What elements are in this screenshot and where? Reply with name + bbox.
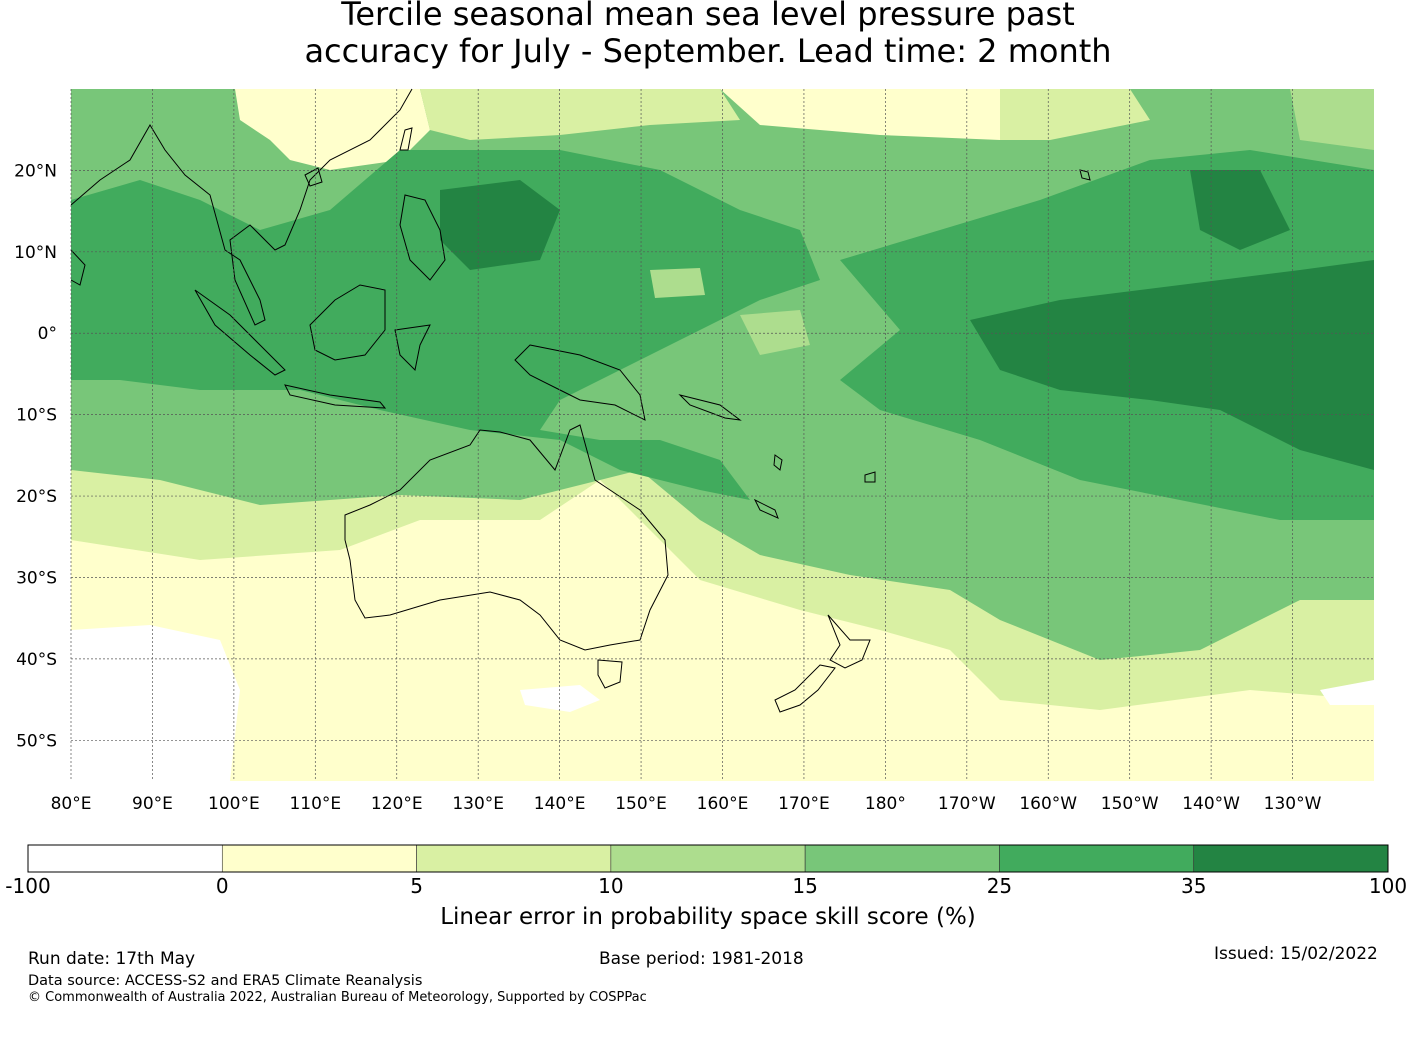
colorbar-tick-labels: -100 0 5 10 15 25 35 100: [5, 874, 1407, 898]
latitude-tick-label: 10°N: [14, 243, 57, 263]
tasmania-outline: [597, 659, 623, 689]
field-nc-low: [720, 89, 1050, 140]
longitude-tick-label: 170°W: [938, 794, 996, 814]
australia-outline: [344, 424, 669, 651]
longitude-tick-label: 100°E: [208, 794, 260, 814]
longitude-tick-label: 180°: [865, 794, 906, 814]
java-outline: [284, 384, 387, 409]
base-period: Base period: 1981-2018: [599, 949, 804, 969]
latitude-tick-label: 10°S: [16, 406, 57, 426]
run-date: Run date: 17th May: [28, 949, 196, 969]
fiji-outline: [864, 471, 876, 483]
longitude-tick-label: 120°E: [371, 794, 423, 814]
latitude-tick-label: 30°S: [16, 568, 57, 588]
latitude-tick-label: 40°S: [16, 650, 57, 670]
latitude-tick-label: 20°N: [14, 161, 57, 181]
field-c-patch-2: [650, 268, 705, 298]
longitude-tick-label: 130°E: [452, 794, 504, 814]
skill-score-map: 80°E 90°E 100°E 110°E 120°E 130°E 140°E 150°E 16…: [5, 88, 1407, 898]
longitude-tick-label: 130°W: [1264, 794, 1322, 814]
longitude-labels: 80°E 90°E 100°E 110°E 120°E 130°E 140°E 150°E 16…: [51, 794, 1322, 814]
vanuatu-outline: [773, 454, 783, 471]
asia-mainland-outline: [70, 88, 413, 326]
chart-title-line-1: Tercile seasonal mean sea level pressure…: [341, 0, 1075, 33]
chart-title-line-2: accuracy for July - September. Lead time…: [304, 32, 1112, 70]
field-negative-3: [1320, 680, 1374, 705]
colorbar-segment: [999, 844, 1195, 873]
new-guinea-outline: [514, 344, 646, 421]
colorbar-segment: [221, 844, 417, 873]
issued-date: Issued: 15/02/2022: [1214, 944, 1378, 964]
colorbar: [27, 844, 1389, 873]
colorbar-tick-label: 35: [1181, 874, 1206, 898]
colorbar-tick-label: 5: [410, 874, 423, 898]
colorbar-tick-label: 25: [987, 874, 1012, 898]
hainan-outline: [304, 167, 323, 187]
field-negative-2: [520, 685, 600, 712]
hawaii-outline: [1079, 169, 1091, 181]
colorbar-segment: [1193, 844, 1389, 873]
solomon-islands-outline: [678, 394, 742, 421]
longitude-tick-label: 90°E: [132, 794, 173, 814]
longitude-tick-label: 140°E: [534, 794, 586, 814]
field-n-low: [420, 89, 740, 140]
sumatra-outline: [194, 289, 286, 376]
latitude-tick-label: 50°S: [16, 731, 57, 751]
colorbar-tick-label: 0: [216, 874, 229, 898]
longitude-tick-label: 140°W: [1182, 794, 1240, 814]
field-c-higher: [71, 150, 820, 500]
borneo-outline: [309, 284, 386, 361]
graticule: [70, 89, 1374, 781]
colorbar-segment: [804, 844, 1000, 873]
longitude-tick-label: 80°E: [51, 794, 92, 814]
colorbar-segment: [416, 844, 612, 873]
longitude-tick-label: 110°E: [289, 794, 341, 814]
field-e-highest: [970, 260, 1374, 470]
colorbar-label: Linear error in probability space skill …: [440, 904, 976, 930]
sulawesi-outline: [394, 324, 431, 372]
india-tip-outline: [70, 249, 86, 286]
colorbar-tick-label: 100: [1369, 874, 1407, 898]
field-nc-low-2: [1000, 89, 1150, 140]
new-zealand-north-outline: [827, 614, 871, 669]
longitude-tick-label: 160°E: [697, 794, 749, 814]
latitude-tick-label: 0°: [38, 324, 57, 344]
colorbar-frame: [27, 844, 1389, 873]
field-negative: [71, 625, 240, 781]
longitude-tick-label: 160°W: [1019, 794, 1077, 814]
colorbar-segment: [610, 844, 806, 873]
colorbar-segment: [27, 844, 223, 873]
field-c-patch: [740, 310, 810, 355]
field-nw-low: [235, 89, 430, 170]
latitude-labels: 20°N 10°N 0° 10°S 20°S 30°S 40°S 50°S: [14, 161, 57, 751]
longitude-tick-label: 150°W: [1101, 794, 1159, 814]
new-zealand-south-outline: [774, 664, 836, 713]
coastlines: [70, 88, 1091, 713]
field-c-highest: [440, 180, 560, 270]
data-source: Data source: ACCESS-S2 and ERA5 Climate …: [28, 973, 423, 989]
colorbar-tick-label: 10: [598, 874, 623, 898]
latitude-tick-label: 20°S: [16, 487, 57, 507]
colorbar-tick-label: -100: [5, 874, 50, 898]
longitude-tick-label: 170°E: [778, 794, 830, 814]
philippines-outline: [399, 194, 446, 281]
field-ne-low: [1290, 89, 1374, 150]
copyright: © Commonwealth of Australia 2022, Austra…: [28, 990, 647, 1005]
colorbar-tick-label: 15: [792, 874, 817, 898]
field-ne-highest: [1190, 170, 1290, 250]
longitude-tick-label: 150°E: [615, 794, 667, 814]
new-caledonia-outline: [753, 498, 779, 519]
taiwan-outline: [399, 127, 413, 151]
